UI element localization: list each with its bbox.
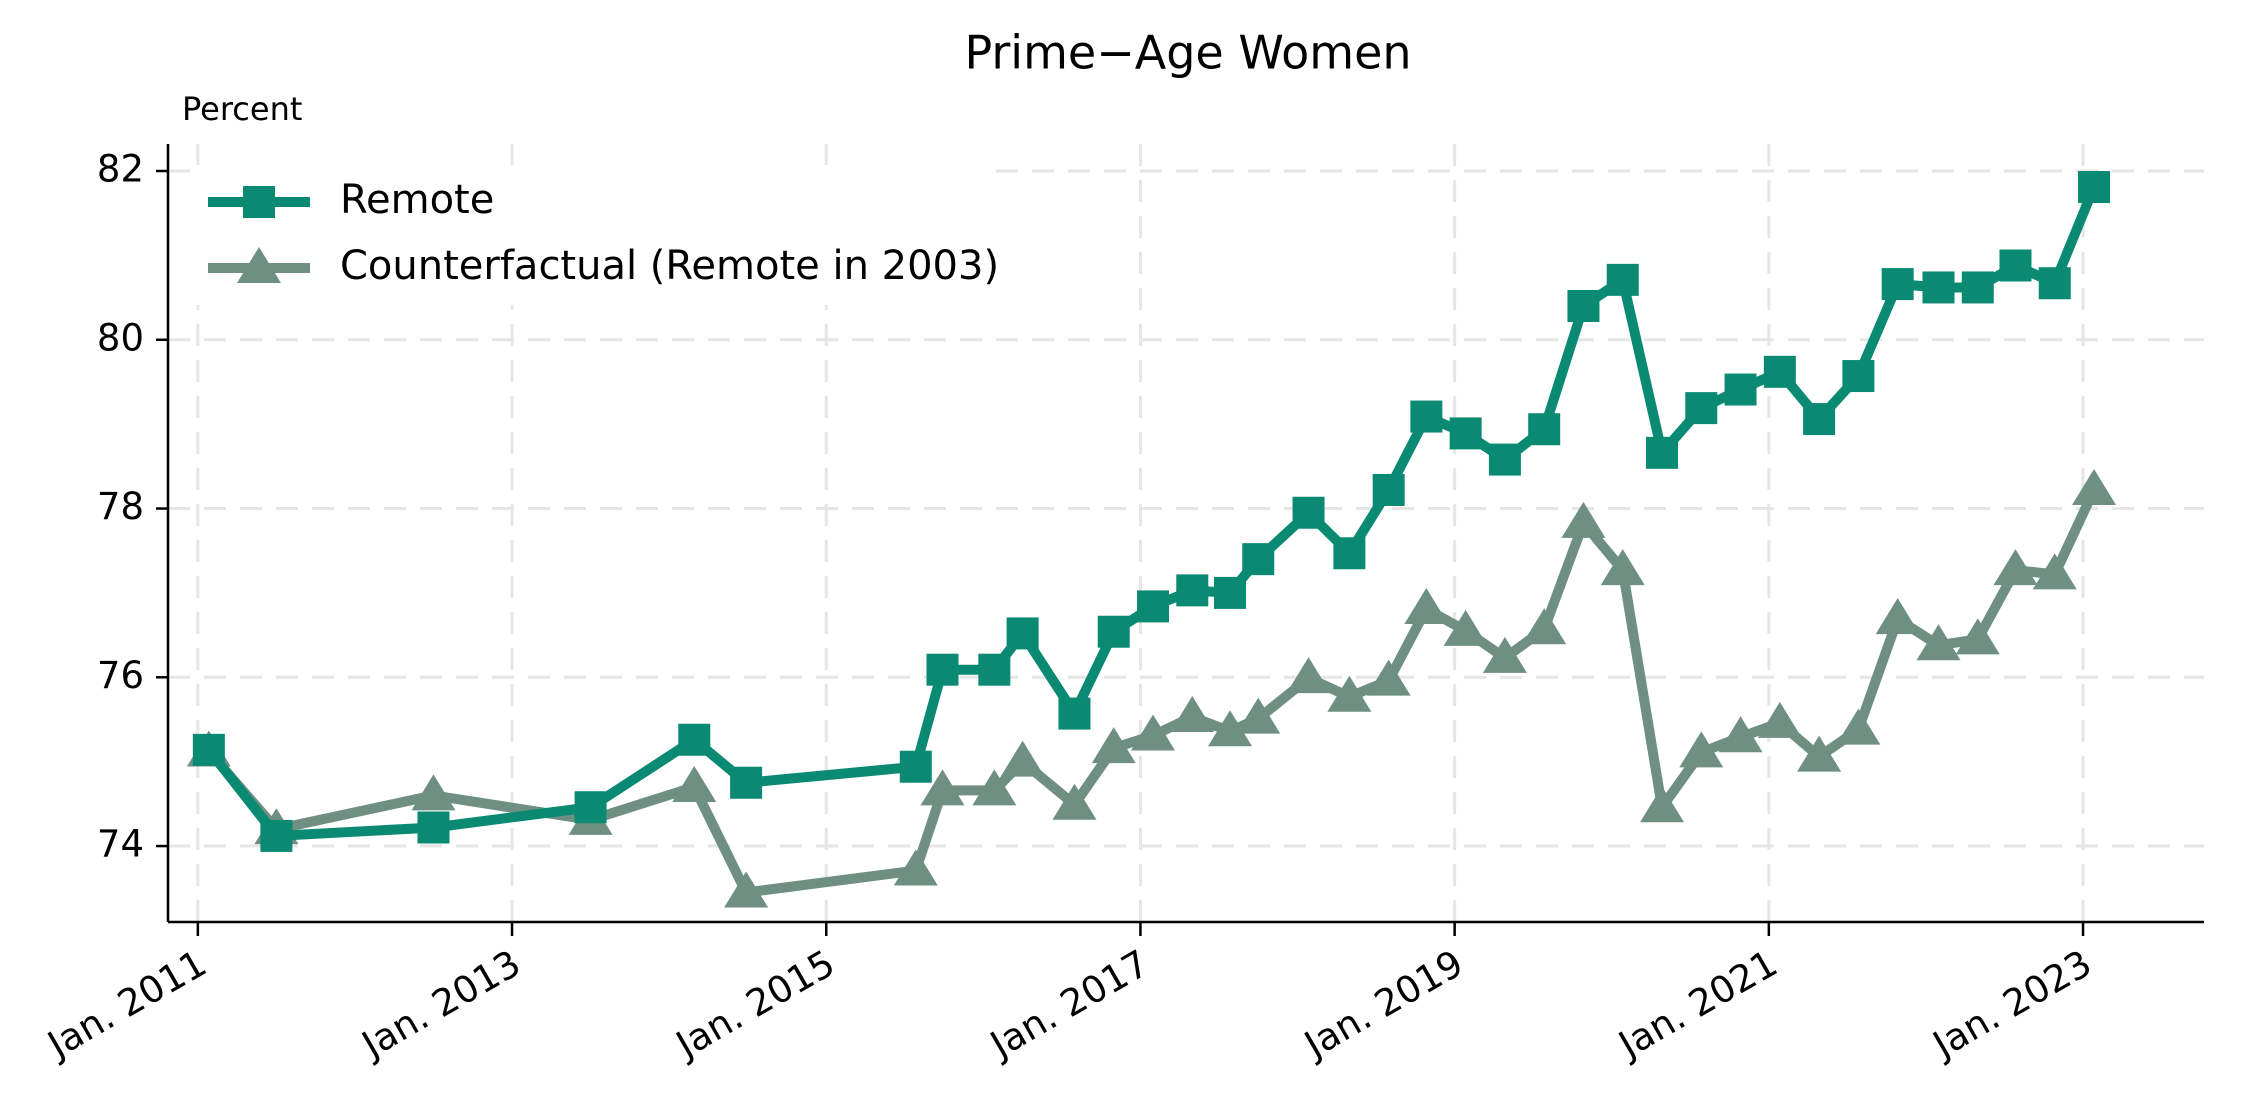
y-tick-label: 80 bbox=[97, 316, 144, 359]
marker bbox=[411, 774, 456, 811]
marker bbox=[1640, 786, 1685, 823]
marker bbox=[1797, 735, 1842, 772]
marker bbox=[1006, 617, 1039, 650]
chart-title: Prime−Age Women bbox=[964, 26, 1411, 80]
legend-label: Remote bbox=[340, 177, 494, 223]
marker bbox=[1961, 271, 1994, 304]
marker bbox=[1606, 263, 1639, 296]
marker bbox=[1213, 576, 1246, 609]
marker bbox=[192, 733, 225, 766]
marker bbox=[1999, 249, 2032, 282]
marker bbox=[1955, 618, 2000, 655]
marker bbox=[2072, 468, 2117, 505]
marker bbox=[260, 819, 293, 852]
marker bbox=[1993, 549, 2038, 586]
marker bbox=[1097, 615, 1130, 648]
marker bbox=[1685, 392, 1718, 425]
marker bbox=[724, 871, 769, 908]
marker bbox=[1372, 473, 1405, 506]
marker bbox=[1000, 740, 1045, 777]
marker bbox=[1292, 496, 1325, 529]
legend-label: Counterfactual (Remote in 2003) bbox=[340, 243, 999, 289]
marker bbox=[1404, 587, 1449, 624]
marker bbox=[1567, 290, 1600, 323]
marker bbox=[893, 849, 938, 886]
marker bbox=[1561, 501, 1606, 538]
marker bbox=[1052, 783, 1097, 820]
marker bbox=[672, 765, 717, 802]
marker bbox=[1724, 373, 1757, 406]
series-layer bbox=[186, 171, 2117, 908]
marker bbox=[1170, 695, 1215, 732]
marker bbox=[1836, 708, 1881, 745]
y-tick-label: 74 bbox=[97, 823, 144, 866]
marker bbox=[1718, 716, 1763, 753]
marker bbox=[926, 653, 959, 686]
marker bbox=[2032, 553, 2077, 590]
marker bbox=[1875, 598, 1920, 635]
marker bbox=[978, 653, 1011, 686]
marker bbox=[1327, 675, 1372, 712]
marker bbox=[899, 750, 932, 783]
marker bbox=[1522, 608, 1567, 645]
legend-background bbox=[190, 165, 990, 305]
marker bbox=[1757, 701, 1802, 738]
marker bbox=[1443, 609, 1488, 646]
marker bbox=[1176, 574, 1209, 607]
marker bbox=[1482, 636, 1527, 673]
legend: Remote Counterfactual (Remote in 2003) bbox=[190, 165, 999, 305]
marker bbox=[1449, 417, 1482, 450]
marker bbox=[1207, 710, 1252, 747]
marker bbox=[1333, 537, 1366, 570]
marker bbox=[1881, 268, 1914, 301]
marker bbox=[920, 769, 965, 806]
marker bbox=[417, 811, 450, 844]
marker bbox=[574, 791, 607, 824]
marker bbox=[972, 769, 1017, 806]
marker bbox=[1410, 400, 1443, 433]
marker bbox=[1803, 403, 1836, 436]
marker bbox=[1242, 543, 1275, 576]
marker bbox=[678, 723, 711, 756]
marker bbox=[1058, 697, 1091, 730]
marker bbox=[1842, 360, 1875, 393]
marker bbox=[237, 247, 281, 283]
y-tick-label: 82 bbox=[97, 148, 144, 191]
y-tick-label: 76 bbox=[97, 654, 144, 697]
y-axis-label: Percent bbox=[182, 90, 302, 128]
marker bbox=[1763, 355, 1796, 388]
marker bbox=[730, 766, 763, 799]
marker bbox=[1600, 549, 1645, 586]
marker bbox=[1488, 443, 1521, 476]
marker bbox=[2078, 171, 2111, 204]
marker bbox=[2038, 267, 2071, 300]
marker bbox=[1236, 697, 1281, 734]
marker bbox=[1366, 659, 1411, 696]
marker bbox=[1091, 727, 1136, 764]
marker bbox=[243, 186, 275, 218]
marker bbox=[1286, 657, 1331, 694]
marker bbox=[1131, 714, 1176, 751]
marker bbox=[1916, 624, 1961, 661]
marker bbox=[1646, 436, 1679, 469]
marker bbox=[1679, 731, 1724, 768]
series bbox=[192, 171, 2111, 852]
marker bbox=[1528, 413, 1561, 446]
marker bbox=[1137, 590, 1170, 623]
y-tick-label: 78 bbox=[97, 485, 144, 528]
marker bbox=[1922, 271, 1955, 304]
